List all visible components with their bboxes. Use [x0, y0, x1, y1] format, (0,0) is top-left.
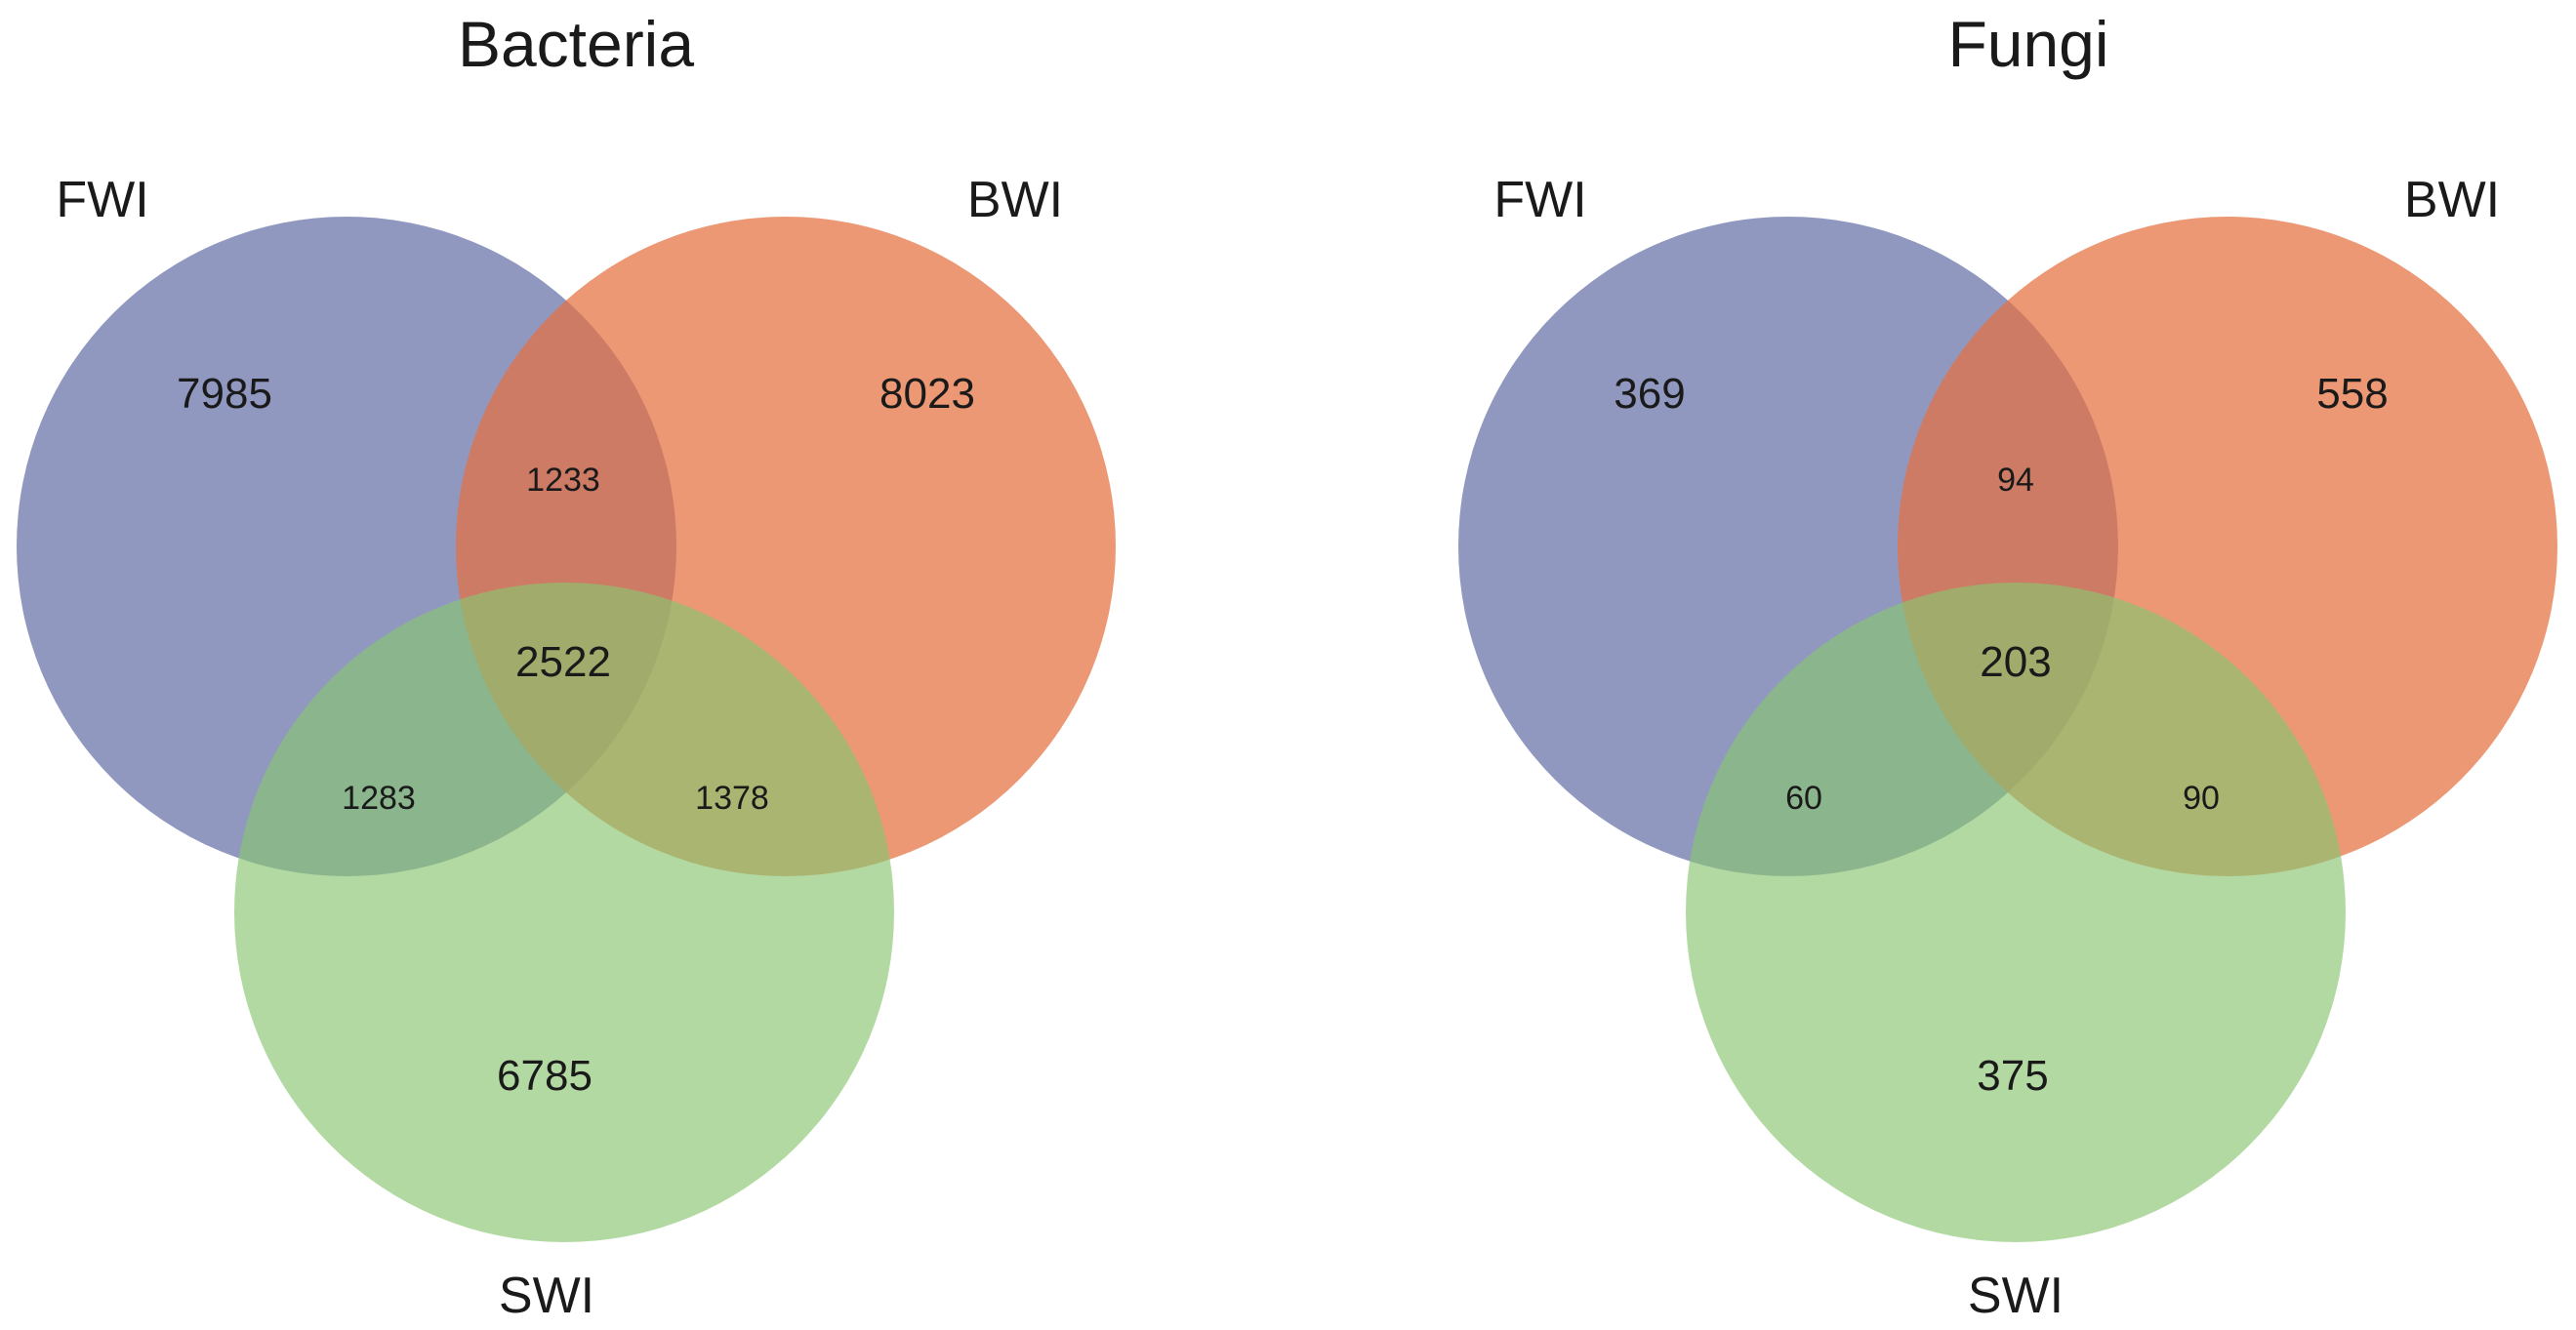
all-sets-count: 203: [1980, 638, 2051, 686]
only-bwi-count: 8023: [879, 370, 975, 418]
bwi-swi-count: 90: [2183, 780, 2220, 817]
fwi-swi-count: 60: [1785, 780, 1822, 817]
swi-label: SWI: [1968, 1268, 2064, 1324]
all-sets-count: 2522: [515, 638, 611, 686]
venn-panel-bacteria: Bacteria FWI BWI SWI 7985 8023 6785 1233…: [17, 8, 1116, 1324]
panel-title: Fungi: [1947, 8, 2108, 80]
swi-circle: [234, 583, 894, 1242]
fwi-label: FWI: [1493, 172, 1586, 228]
fwi-bwi-count: 94: [1997, 462, 2034, 499]
bwi-label: BWI: [967, 172, 1063, 228]
fwi-label: FWI: [56, 172, 148, 228]
only-bwi-count: 558: [2316, 370, 2388, 418]
only-fwi-count: 7985: [177, 370, 272, 418]
fwi-bwi-count: 1233: [526, 462, 600, 499]
bwi-swi-count: 1378: [695, 780, 769, 817]
only-swi-count: 6785: [497, 1052, 593, 1100]
bwi-label: BWI: [2404, 172, 2500, 228]
only-swi-count: 375: [1977, 1052, 2048, 1100]
panel-title: Bacteria: [458, 8, 694, 80]
venn-panel-fungi: Fungi FWI BWI SWI 369 558 375 94 60 90 2…: [1458, 8, 2557, 1324]
swi-label: SWI: [499, 1268, 594, 1324]
only-fwi-count: 369: [1614, 370, 1685, 418]
fwi-swi-count: 1283: [342, 780, 416, 817]
swi-circle: [1686, 583, 2346, 1242]
